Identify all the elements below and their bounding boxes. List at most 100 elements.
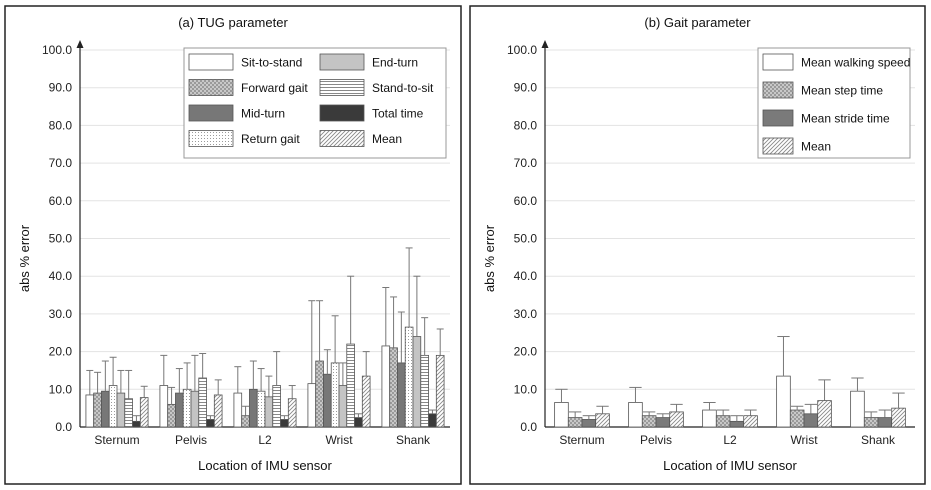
bar	[397, 362, 406, 428]
legend-swatch	[319, 53, 365, 71]
bar	[669, 411, 684, 428]
bar	[264, 396, 274, 428]
bar	[789, 409, 805, 428]
legend-label: Stand-to-sit	[372, 81, 434, 95]
bar	[863, 417, 879, 428]
bar	[702, 409, 717, 428]
x-tick-label: Sternum	[94, 433, 139, 447]
bar	[850, 390, 865, 428]
bar	[249, 388, 258, 428]
bar	[567, 417, 583, 428]
legend-label: Total time	[372, 107, 424, 121]
legend-label: Mean walking speed	[801, 56, 910, 70]
bar	[338, 385, 348, 428]
bar	[167, 403, 176, 428]
legend-label: Mid-turn	[241, 107, 285, 121]
x-tick-label: Pelvis	[175, 433, 207, 447]
bar	[641, 415, 657, 428]
y-tick-label: 60.0	[49, 194, 73, 208]
legend-label: Mean step time	[801, 84, 883, 98]
legend-swatch	[319, 130, 365, 147]
bar	[346, 343, 355, 428]
bar	[85, 394, 95, 428]
bar	[93, 392, 102, 428]
bar	[655, 417, 671, 428]
bar	[420, 354, 429, 428]
chart-panel-gait: (b) Gait parameter 0.0 10.0 20.0 30.0 40.0 50.…	[482, 15, 915, 473]
bar	[256, 390, 266, 428]
legend-label: Sit-to-stand	[241, 56, 302, 70]
y-tick-label: 50.0	[49, 232, 73, 246]
legend-label: Return gait	[241, 132, 300, 146]
y-tick-label: 40.0	[514, 269, 538, 283]
legend-label: End-turn	[372, 56, 418, 70]
bar	[124, 398, 133, 428]
bar	[307, 383, 317, 428]
bar	[361, 375, 371, 428]
legend-swatch	[188, 53, 234, 71]
bar	[287, 398, 297, 428]
bar	[330, 362, 340, 428]
y-tick-label: 0.0	[55, 420, 72, 434]
y-tick-label: 10.0	[49, 382, 73, 396]
legend-label: Mean	[372, 132, 402, 146]
x-tick-label: Pelvis	[640, 433, 672, 447]
legend-swatch	[319, 104, 365, 122]
chart-title: (b) Gait parameter	[644, 15, 751, 30]
legend-swatch	[762, 81, 794, 99]
y-tick-label: 30.0	[49, 307, 73, 321]
x-axis-title: Location of IMU sensor	[198, 458, 332, 473]
bar	[817, 400, 832, 428]
y-tick-label: 80.0	[49, 118, 73, 132]
bar	[628, 402, 643, 428]
bar	[139, 397, 149, 428]
legend-swatch	[188, 79, 234, 96]
x-axis-title: Location of IMU sensor	[663, 458, 797, 473]
y-tick-label: 40.0	[49, 269, 73, 283]
bar	[581, 419, 597, 428]
x-tick-label: Wrist	[790, 433, 818, 447]
legend-swatch	[319, 79, 365, 96]
bar	[729, 420, 745, 428]
y-tick-label: 100.0	[507, 43, 537, 57]
x-tick-label: L2	[723, 433, 737, 447]
bar	[175, 392, 184, 428]
bar	[803, 413, 819, 428]
bar	[891, 407, 906, 428]
x-tick-label: Shank	[396, 433, 431, 447]
bar	[428, 413, 437, 428]
bar	[389, 347, 398, 428]
bar	[354, 417, 363, 428]
bar	[108, 385, 118, 428]
legend-swatch	[188, 104, 234, 122]
legend-label: Mean	[801, 140, 831, 154]
y-tick-label: 20.0	[49, 345, 73, 359]
y-tick-label: 50.0	[514, 232, 538, 246]
x-tick-label: Wrist	[325, 433, 353, 447]
bar	[213, 394, 223, 428]
bar	[323, 373, 332, 428]
bar	[315, 360, 324, 428]
bar	[190, 390, 200, 428]
legend-swatch	[762, 137, 794, 155]
bar	[595, 413, 610, 428]
bar	[206, 419, 215, 428]
y-tick-label: 70.0	[49, 156, 73, 170]
y-tick-label: 90.0	[514, 81, 538, 95]
bar	[233, 392, 243, 428]
bar	[116, 392, 126, 428]
bar	[877, 417, 893, 428]
legend-swatch	[762, 53, 794, 71]
y-tick-label: 30.0	[514, 307, 538, 321]
bar	[272, 385, 281, 428]
y-axis-arrow	[76, 40, 84, 48]
y-tick-label: 60.0	[514, 194, 538, 208]
legend-swatch	[762, 109, 794, 127]
y-tick-label: 0.0	[520, 420, 537, 434]
bar	[404, 326, 414, 428]
bar	[554, 402, 569, 428]
y-tick-label: 70.0	[514, 156, 538, 170]
bar	[280, 419, 289, 428]
chart-panel-tug: (a) TUG parameter 0.0 10.0 20.0 30.0 40.0 50.0…	[17, 15, 450, 473]
